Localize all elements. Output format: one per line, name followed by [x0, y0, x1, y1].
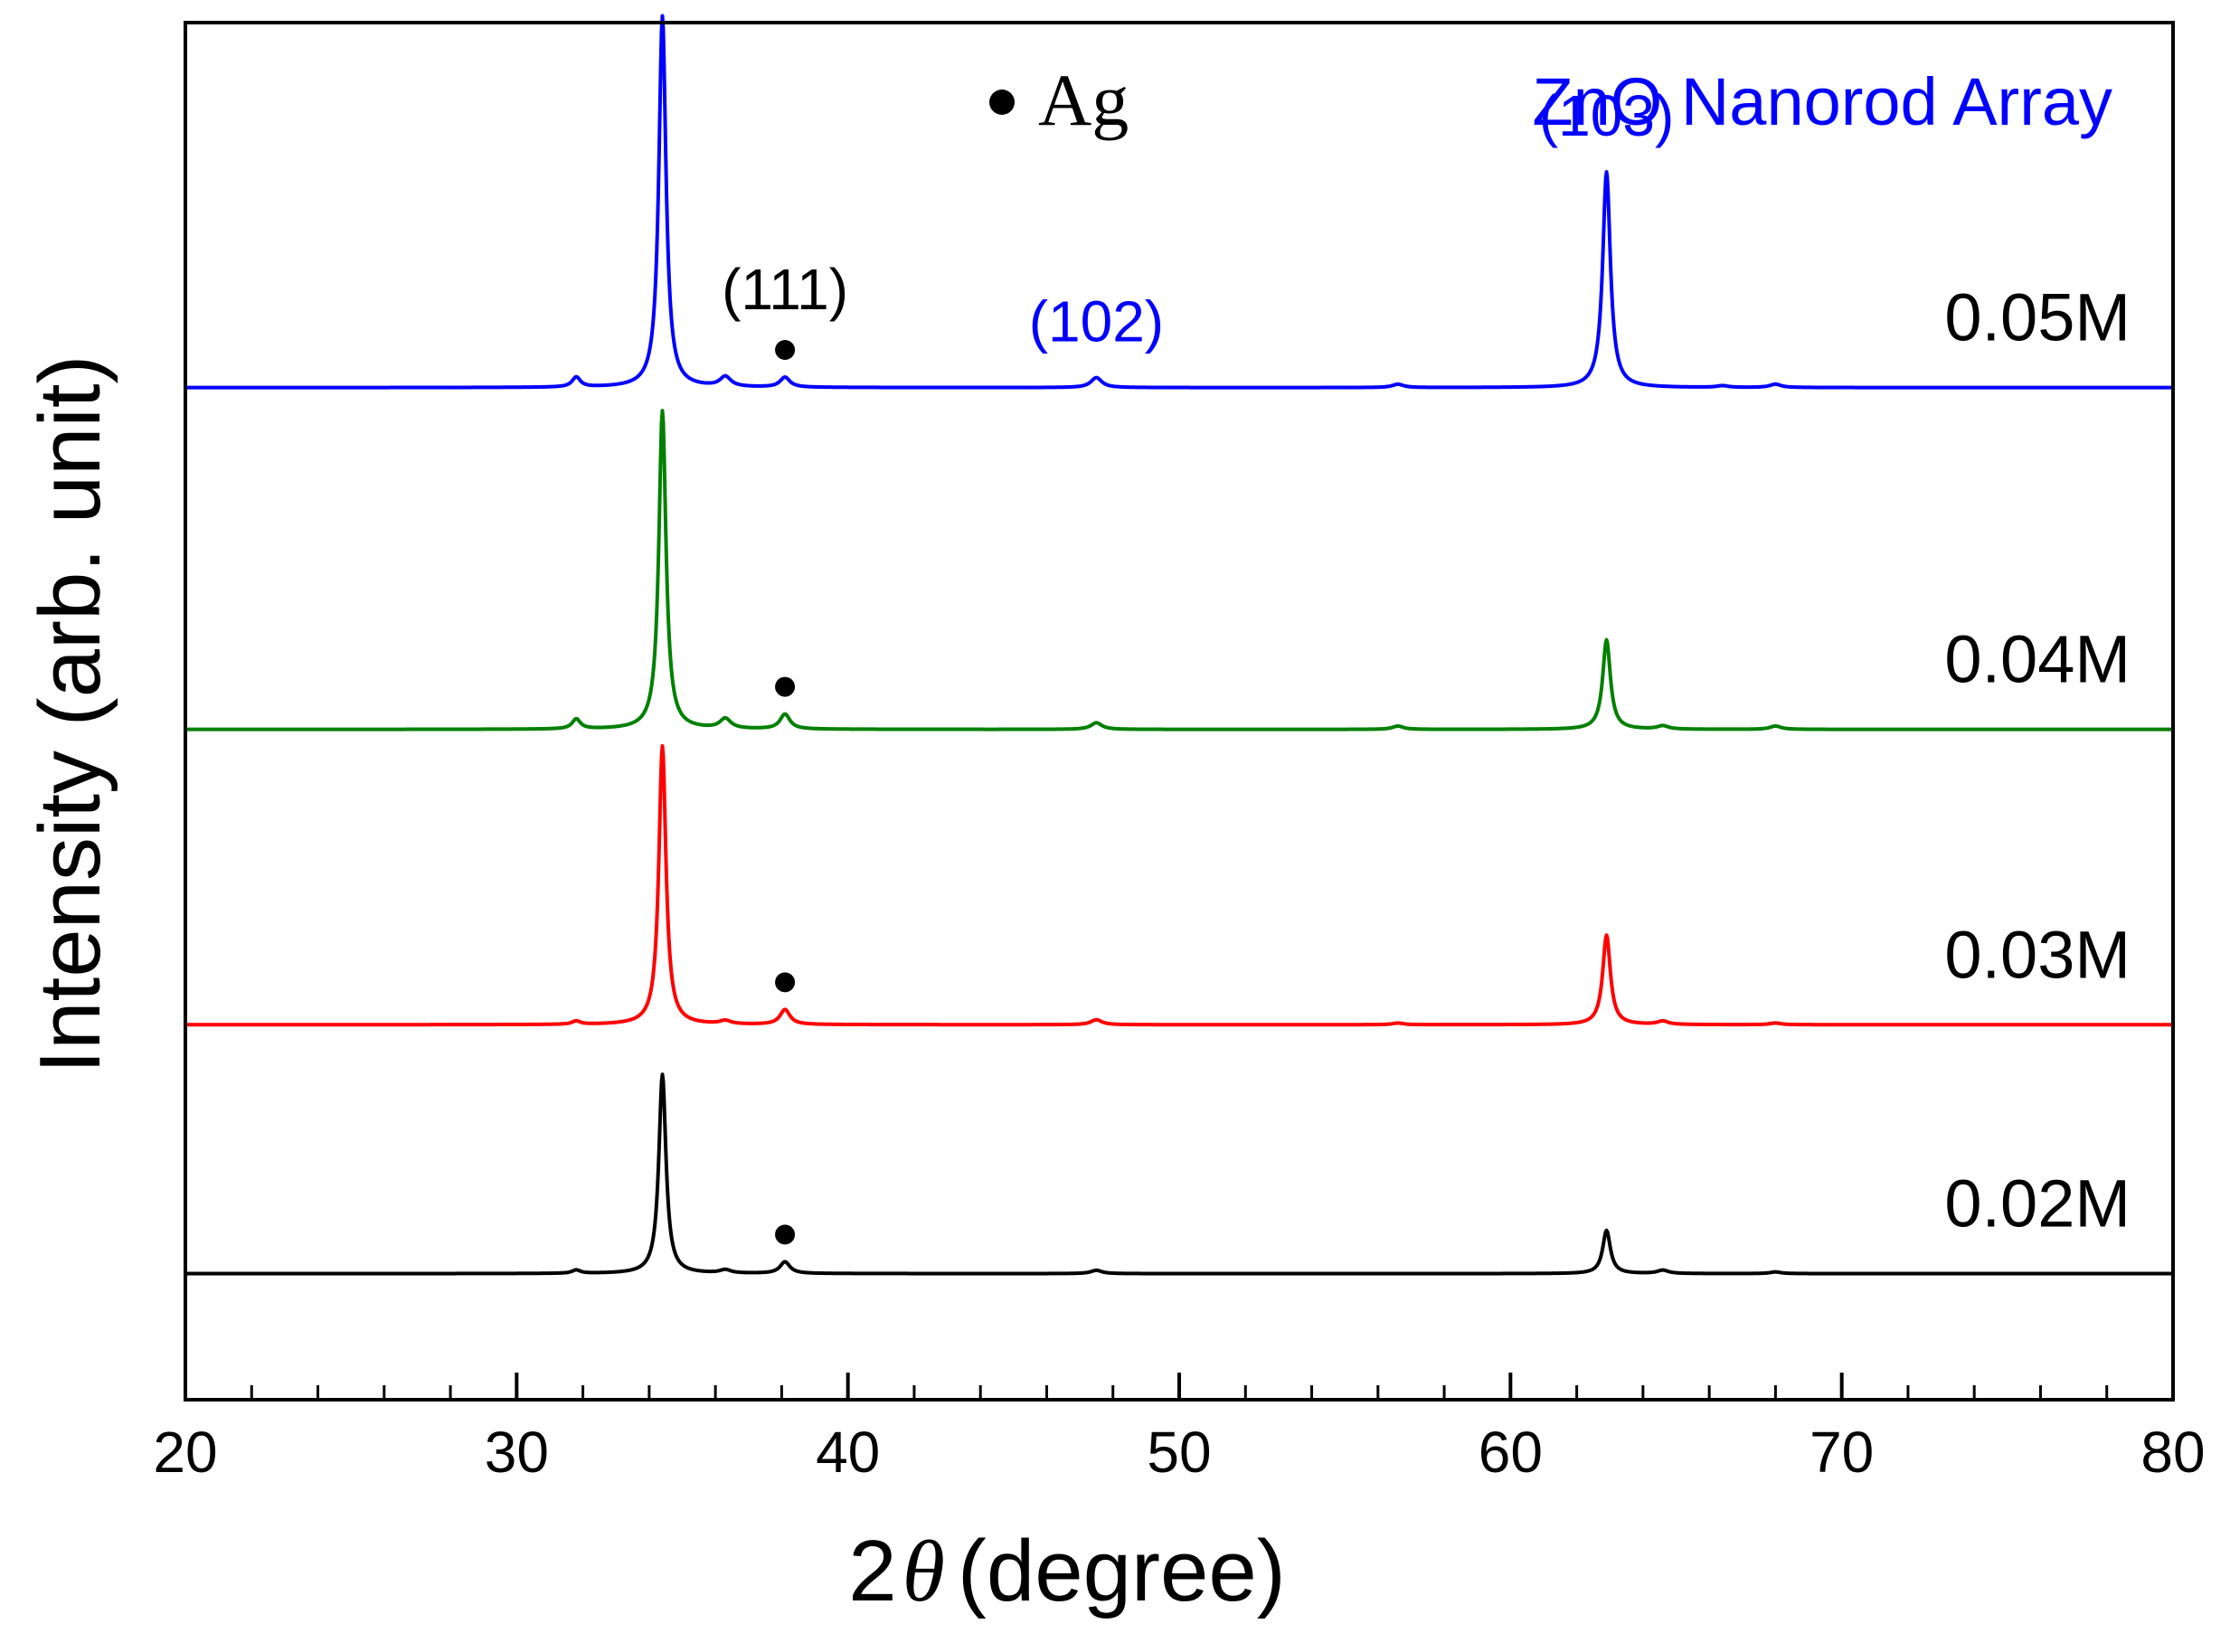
peak-label-103: (103) [1539, 83, 1674, 148]
x-tick-label: 20 [153, 1420, 217, 1485]
peak-label-102: (102) [1029, 289, 1164, 354]
y-axis-title: Intensity (arb. unit) [22, 355, 118, 1074]
ag-legend-label: Ag [1038, 59, 1129, 141]
ag-legend-marker [989, 90, 1015, 115]
series-line-0.04M [184, 409, 2175, 732]
ag-marker-0.02M [775, 1224, 796, 1245]
ag-marker-0.05M [775, 340, 796, 361]
x-axis-title-suffix: (degree) [958, 1523, 1286, 1619]
x-tick-label: 40 [816, 1420, 880, 1485]
ag-marker-0.04M [775, 676, 796, 697]
x-tick-label: 80 [2140, 1420, 2205, 1485]
axes-layer: 20 30 40 50 60 70 80 [153, 21, 2206, 1485]
ag-marker-0.03M [775, 972, 796, 993]
series-line-0.02M [184, 1072, 2175, 1276]
x-tick-label: 60 [1479, 1420, 1543, 1485]
chart-title: ZnO Nanorod Array [1532, 64, 2112, 139]
ag-legend: Ag [989, 59, 1129, 141]
x-tick-label: 70 [1810, 1420, 1874, 1485]
series-layer [184, 14, 2175, 1276]
x-axis-title-prefix: 2 [848, 1523, 896, 1619]
peak-label-111: (111) [722, 257, 848, 322]
series-label-0.02M: 0.02M [1944, 1166, 2131, 1241]
x-axis-title: 2θ (degree) [848, 1523, 1285, 1619]
series-line-0.03M [184, 743, 2175, 1027]
x-tick-label: 30 [485, 1420, 549, 1485]
series-label-0.03M: 0.03M [1944, 917, 2131, 992]
series-label-0.04M: 0.04M [1944, 622, 2131, 697]
series-line-0.05M [184, 14, 2175, 390]
series-label-0.05M: 0.05M [1944, 280, 2131, 355]
svg-text:2θ(degree): 2θ (degree) [848, 1523, 1285, 1619]
x-tick-label: 50 [1147, 1420, 1211, 1485]
x-axis-title-symbol: θ [902, 1523, 945, 1619]
